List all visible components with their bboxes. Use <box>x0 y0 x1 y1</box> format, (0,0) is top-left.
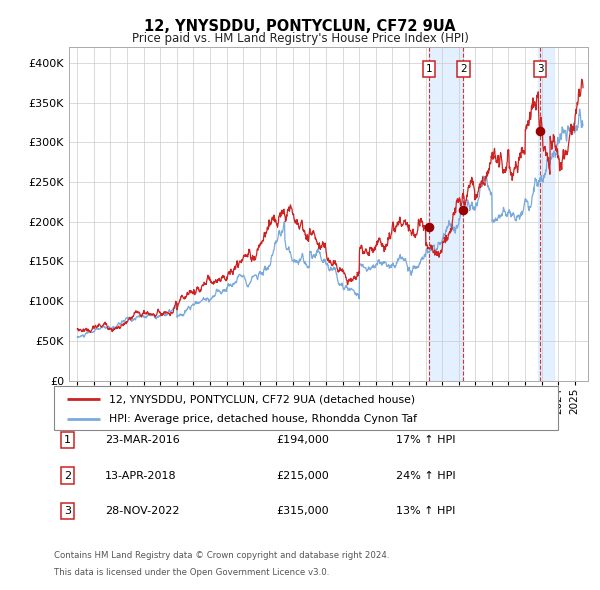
Point <box>424 222 434 231</box>
Text: HPI: Average price, detached house, Rhondda Cynon Taf: HPI: Average price, detached house, Rhon… <box>109 414 417 424</box>
Text: 3: 3 <box>537 64 544 74</box>
Text: 24% ↑ HPI: 24% ↑ HPI <box>396 471 455 480</box>
Text: 28-NOV-2022: 28-NOV-2022 <box>105 506 179 516</box>
Text: 13-APR-2018: 13-APR-2018 <box>105 471 176 480</box>
Text: £194,000: £194,000 <box>276 435 329 445</box>
Text: 23-MAR-2016: 23-MAR-2016 <box>105 435 180 445</box>
Text: 1: 1 <box>426 64 433 74</box>
Text: 12, YNYSDDU, PONTYCLUN, CF72 9UA (detached house): 12, YNYSDDU, PONTYCLUN, CF72 9UA (detach… <box>109 394 415 404</box>
Text: 13% ↑ HPI: 13% ↑ HPI <box>396 506 455 516</box>
Text: 2: 2 <box>460 64 467 74</box>
Text: 2: 2 <box>64 471 71 480</box>
Point <box>458 205 468 215</box>
Text: £315,000: £315,000 <box>276 506 329 516</box>
Bar <box>429 47 463 381</box>
Text: Price paid vs. HM Land Registry's House Price Index (HPI): Price paid vs. HM Land Registry's House … <box>131 32 469 45</box>
Point <box>535 126 545 135</box>
Text: Contains HM Land Registry data © Crown copyright and database right 2024.: Contains HM Land Registry data © Crown c… <box>54 551 389 560</box>
Text: 1: 1 <box>64 435 71 445</box>
Text: This data is licensed under the Open Government Licence v3.0.: This data is licensed under the Open Gov… <box>54 568 329 576</box>
Bar <box>538 47 554 381</box>
Text: 12, YNYSDDU, PONTYCLUN, CF72 9UA: 12, YNYSDDU, PONTYCLUN, CF72 9UA <box>144 19 456 34</box>
Text: 3: 3 <box>64 506 71 516</box>
Text: 17% ↑ HPI: 17% ↑ HPI <box>396 435 455 445</box>
Text: £215,000: £215,000 <box>276 471 329 480</box>
